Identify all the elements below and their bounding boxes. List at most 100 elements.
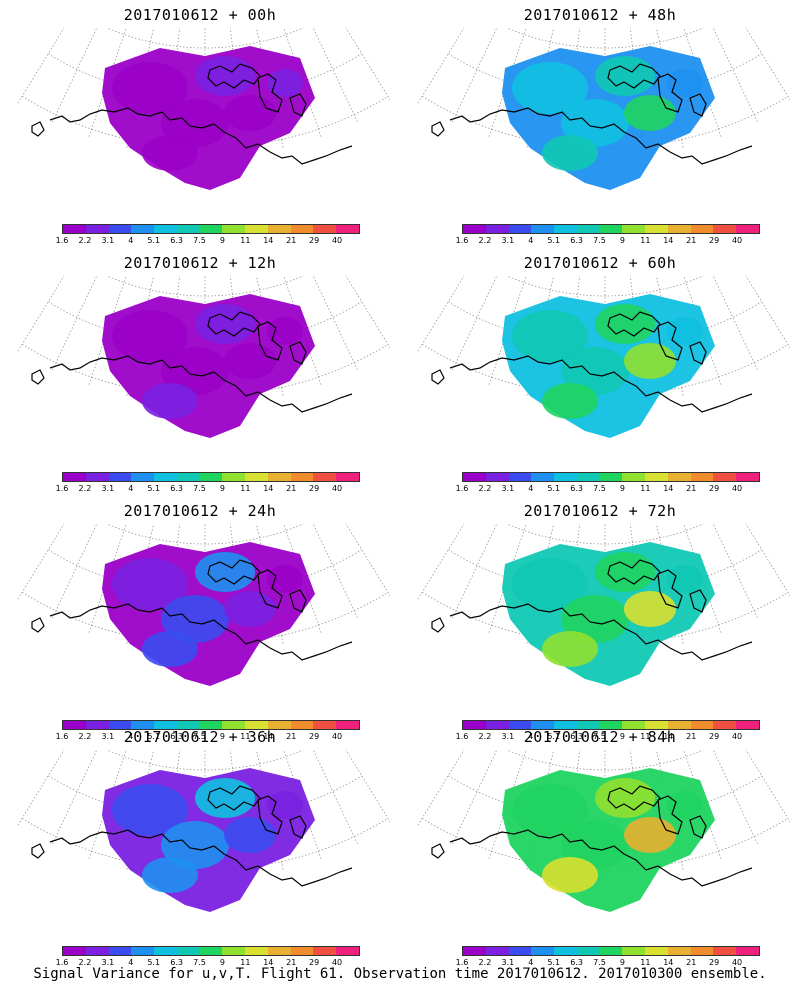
colorbar-tick-label: 7.5 <box>593 958 606 967</box>
colorbar-swatch <box>485 473 509 481</box>
variance-contour <box>161 99 229 147</box>
colorbar-swatch <box>485 721 509 729</box>
colorbar-swatch <box>667 721 691 729</box>
colorbar-swatch <box>85 947 109 955</box>
variance-contour <box>595 778 655 818</box>
colorbar-swatch <box>154 721 177 729</box>
colorbar-swatch <box>199 225 223 233</box>
colorbar-tick-label: 11 <box>240 958 251 967</box>
colorbar-ticks: 1.6 2.2 3.1 4 5.1 6.3 7.5 9 11 14 21 29 40 <box>456 236 760 246</box>
colorbar-swatch <box>154 225 177 233</box>
panel-36h: 2017010612 + 36h 1.6 2.2 3.1 4 5.1 6.3 7.5 9 11 1… <box>0 722 400 970</box>
coastline <box>289 589 307 613</box>
colorbar-tick-label: 1.6 <box>55 484 69 493</box>
colorbar-swatch <box>336 947 359 955</box>
colorbar-swatch <box>222 947 246 955</box>
colorbar-swatch <box>245 473 268 481</box>
colorbar-tick-label: 3.1 <box>501 236 515 245</box>
variance-contour <box>142 135 198 171</box>
variance-contour <box>561 347 629 395</box>
colorbar-tick-label: 3.1 <box>501 484 515 493</box>
variance-contour <box>142 631 198 667</box>
variance-contour <box>595 56 655 96</box>
colorbar-swatch <box>131 473 155 481</box>
graticule-latitude <box>506 28 704 49</box>
coastline <box>257 321 283 361</box>
colorbar-tick-label: 6.3 <box>170 484 183 493</box>
colorbar-tick-label: 21 <box>686 484 697 493</box>
coastline <box>31 121 45 137</box>
graticule-latitude <box>106 28 304 49</box>
variance-contour <box>561 821 629 869</box>
colorbar-tick-label: 4 <box>528 732 534 741</box>
colorbar-swatch <box>622 721 646 729</box>
coastline <box>657 321 683 361</box>
colorbar-tick-label: 40 <box>731 732 743 741</box>
colorbar-swatch <box>336 225 359 233</box>
variance-contour <box>667 69 703 97</box>
colorbar-tick-label: 2.2 <box>78 484 92 493</box>
colorbar-swatch <box>690 721 714 729</box>
graticule-meridian <box>51 750 98 846</box>
coastline <box>207 311 261 337</box>
colorbar-swatch <box>690 225 714 233</box>
colorbar-swatch <box>667 225 691 233</box>
variance-contour <box>195 778 255 818</box>
colorbar-swatch <box>222 225 246 233</box>
colorbar-tick-label: 4 <box>128 236 134 245</box>
colorbar-tick-label: 40 <box>331 958 343 967</box>
colorbar-swatch <box>154 947 177 955</box>
coastline <box>257 73 283 113</box>
coastline <box>607 559 661 585</box>
colorbar-swatch <box>336 473 359 481</box>
colorbar-tick-label: 11 <box>640 958 651 967</box>
colorbar-swatch <box>667 947 691 955</box>
colorbar-swatch <box>645 473 668 481</box>
colorbar-swatch <box>690 473 714 481</box>
colorbar-tick-label: 7.5 <box>193 236 206 245</box>
coastline <box>289 93 307 117</box>
panel-title: 2017010612 + 84h <box>523 728 677 746</box>
variance-contour <box>195 304 255 344</box>
colorbar-tick-label: 3.1 <box>101 958 115 967</box>
colorbar-tick-label: 3.1 <box>101 484 115 493</box>
graticule-latitude <box>21 818 389 871</box>
variance-contour <box>224 817 276 853</box>
coastline <box>657 569 683 609</box>
colorbar-swatch <box>290 473 314 481</box>
colorbar-tick-label: 29 <box>309 484 320 493</box>
variance-contour <box>112 784 188 836</box>
coastline <box>607 311 661 337</box>
colorbar-tick-label: 7.5 <box>193 958 206 967</box>
colorbar-swatch <box>508 947 532 955</box>
colorbar-tick-label: 2.2 <box>478 236 492 245</box>
colorbar-swatch <box>199 721 223 729</box>
variance-contour <box>267 69 303 97</box>
colorbar-swatch <box>290 947 314 955</box>
colorbar-swatch <box>131 721 155 729</box>
coastline <box>607 785 661 811</box>
coastline <box>431 369 445 385</box>
figure-caption: Signal Variance for u,v,T. Flight 61. Ob… <box>33 966 767 982</box>
colorbar-swatch <box>713 721 737 729</box>
variance-contour <box>161 595 229 643</box>
panel-24h: 2017010612 + 24h 1.6 2.2 3.1 4 5.1 6.3 7.5 9 11 1… <box>0 496 400 744</box>
colorbar-swatch <box>245 225 268 233</box>
colorbar-ticks: 1.6 2.2 3.1 4 5.1 6.3 7.5 9 11 14 21 29 40 <box>456 484 760 494</box>
colorbar-swatch <box>736 473 759 481</box>
colorbar <box>62 224 360 234</box>
variance-contour <box>112 310 188 362</box>
variance-contour <box>561 595 629 643</box>
colorbar-tick-label: 14 <box>263 236 274 245</box>
colorbar-ticks: 1.6 2.2 3.1 4 5.1 6.3 7.5 9 11 14 21 29 40 <box>56 236 360 246</box>
variance-contour <box>624 591 676 627</box>
graticule-latitude <box>506 750 704 771</box>
colorbar-tick-label: 14 <box>663 958 674 967</box>
colorbar-swatch <box>336 721 359 729</box>
variance-contour <box>624 817 676 853</box>
colorbar-tick-label: 21 <box>686 732 697 741</box>
colorbar-tick-label: 2.2 <box>78 732 92 741</box>
colorbar-tick-label: 6.3 <box>570 958 583 967</box>
colorbar-tick-label: 29 <box>709 484 720 493</box>
colorbar-tick-label: 6.3 <box>170 236 183 245</box>
